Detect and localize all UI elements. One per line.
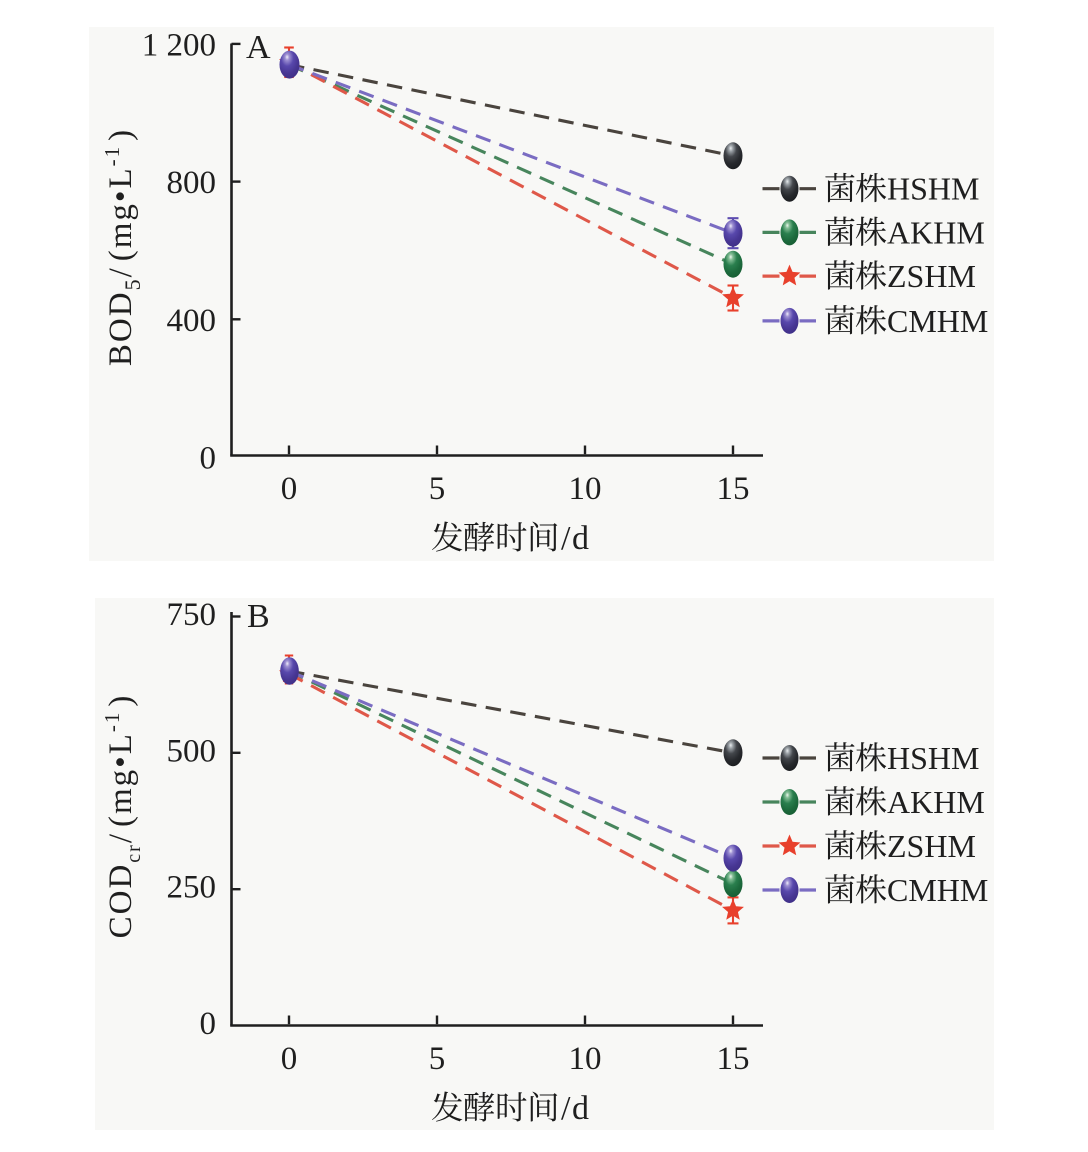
svg-text:0: 0 [281, 471, 298, 507]
svg-text:/d: /d [561, 520, 590, 557]
svg-text:ZSHM: ZSHM [887, 258, 976, 294]
svg-text:/d: /d [561, 1090, 590, 1127]
svg-text:15: 15 [717, 1041, 750, 1077]
svg-text:400: 400 [167, 303, 217, 339]
svg-text:B: B [247, 598, 270, 635]
svg-text:5: 5 [429, 1041, 446, 1077]
svg-text:750: 750 [167, 597, 217, 633]
svg-text:1 200: 1 200 [142, 27, 216, 63]
svg-text:15: 15 [717, 471, 750, 507]
svg-text:A: A [246, 29, 271, 66]
svg-text:10: 10 [569, 471, 602, 507]
svg-text:AKHM: AKHM [887, 214, 985, 250]
svg-text:AKHM: AKHM [887, 784, 985, 820]
svg-text:250: 250 [167, 870, 217, 906]
svg-text:0: 0 [200, 441, 217, 477]
svg-text:500: 500 [167, 733, 217, 769]
svg-text:CMHM: CMHM [887, 872, 988, 908]
svg-text:10: 10 [569, 1041, 602, 1077]
svg-text:CMHM: CMHM [887, 303, 988, 339]
svg-text:5: 5 [429, 471, 446, 507]
svg-text:0: 0 [200, 1006, 217, 1042]
svg-text:800: 800 [167, 165, 217, 201]
svg-text:HSHM: HSHM [887, 740, 979, 776]
svg-text:0: 0 [281, 1041, 298, 1077]
svg-text:HSHM: HSHM [887, 171, 979, 207]
svg-text:BOD5/(mg•L-1): BOD5/(mg•L-1) [100, 128, 145, 366]
svg-text:CODcr/(mg•L-1): CODcr/(mg•L-1) [100, 694, 145, 939]
svg-text:ZSHM: ZSHM [887, 828, 976, 864]
